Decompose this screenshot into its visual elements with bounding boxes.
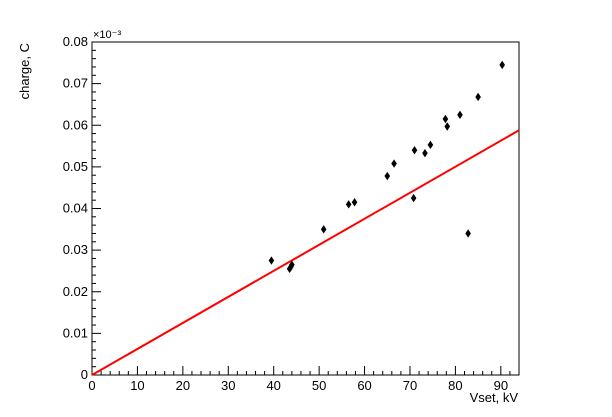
x-tick-label: 60 — [357, 378, 371, 393]
y-tick-label: 0.03 — [63, 242, 88, 257]
data-point — [427, 140, 434, 150]
y-tick-label: 0 — [81, 367, 88, 382]
y-tick-label: 0.07 — [63, 76, 88, 91]
x-tick-label: 10 — [130, 378, 144, 393]
data-point — [391, 159, 397, 168]
data-point — [268, 256, 275, 265]
y-tick-label: 0.02 — [63, 284, 88, 299]
fit-line-group — [91, 129, 520, 376]
data-point — [465, 229, 471, 238]
y-axis-label: charge, C — [17, 43, 32, 99]
data-point — [320, 225, 327, 234]
data-point — [411, 146, 418, 155]
x-tick-label: 30 — [221, 378, 235, 393]
data-point — [475, 92, 481, 102]
x-tick-label: 90 — [494, 378, 508, 393]
x-tick-label: 80 — [448, 378, 462, 393]
y-tick-label: 0.06 — [63, 117, 88, 132]
x-axis: 0 10 20 30 40 50 60 70 80 90 — [88, 366, 520, 393]
x-axis-label: Vset, kV — [470, 390, 519, 405]
y-tick-label: 0.01 — [63, 325, 88, 340]
data-point — [351, 198, 358, 207]
y-tick-label: 0.05 — [63, 159, 88, 174]
y-axis: 0 0.01 0.02 0.03 0.04 0.05 0.06 0.07 0.08 — [63, 34, 101, 382]
data-point — [289, 260, 295, 269]
data-point — [444, 122, 451, 131]
data-point — [422, 148, 428, 158]
fit-line — [91, 129, 520, 376]
plot-area — [91, 41, 520, 376]
data-point — [457, 110, 463, 120]
data-point — [410, 193, 417, 203]
y-tick-label: 0.08 — [63, 34, 88, 49]
data-point — [499, 60, 505, 70]
x-tick-label: 0 — [88, 378, 95, 393]
data-point — [442, 114, 449, 124]
y-tick-label: 0.04 — [63, 201, 88, 216]
data-points — [268, 60, 505, 274]
plot-frame — [91, 41, 520, 376]
data-point — [384, 171, 391, 181]
x-tick-label: 20 — [176, 378, 190, 393]
x-tick-label: 40 — [266, 378, 280, 393]
data-point — [345, 200, 352, 209]
x-tick-label: 50 — [312, 378, 326, 393]
x-tick-label: 70 — [403, 378, 417, 393]
y-exponent-label: ×10⁻³ — [93, 29, 121, 41]
